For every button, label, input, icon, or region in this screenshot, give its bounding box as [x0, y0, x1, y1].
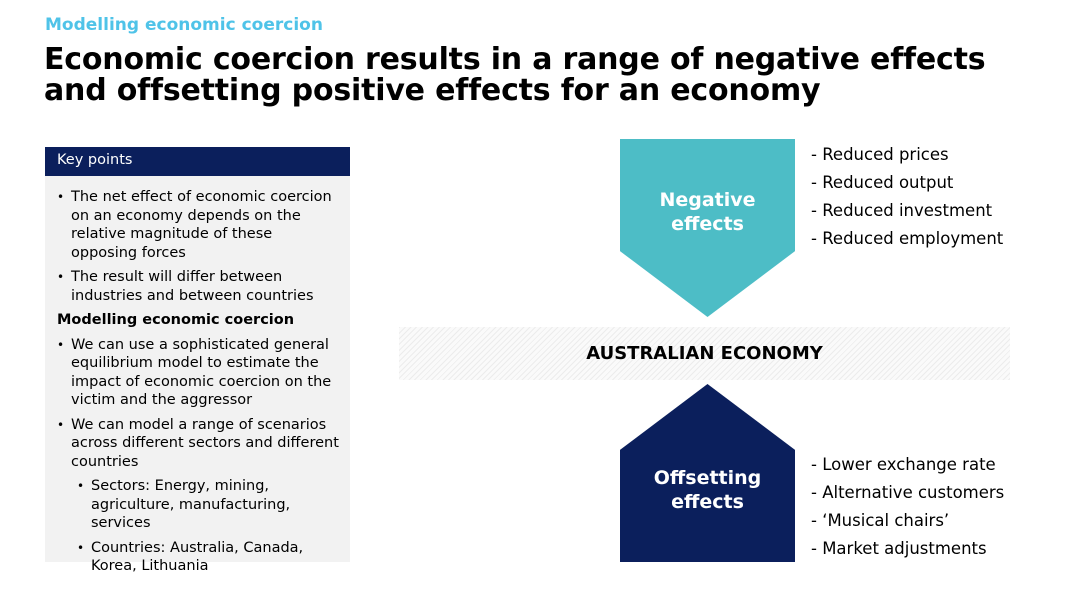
- negative-effects-list: - Reduced prices - Reduced output - Redu…: [811, 141, 1003, 253]
- page-title: Economic coercion results in a range of …: [44, 42, 986, 108]
- negative-effect-item: - Reduced investment: [811, 201, 993, 220]
- negative-effect-item: - Reduced output: [811, 173, 954, 192]
- modelling-bullet: We can use a sophisticated general equil…: [57, 336, 342, 410]
- offsetting-effect-item: - Lower exchange rate: [811, 455, 996, 474]
- section-eyebrow: Modelling economic coercion: [45, 15, 323, 35]
- offsetting-effect-item: - ‘Musical chairs’: [811, 511, 950, 530]
- key-points-heading: Key points: [45, 147, 350, 176]
- key-point-bullet: The net effect of economic coercion on a…: [57, 188, 342, 262]
- economy-label: AUSTRALIAN ECONOMY: [586, 343, 823, 364]
- negative-effect-item: - Reduced employment: [811, 229, 1004, 248]
- modelling-bullet: We can model a range of scenarios across…: [57, 416, 342, 472]
- key-point-bullet: The result will differ between industrie…: [57, 268, 342, 305]
- modelling-subheading: Modelling economic coercion: [57, 312, 295, 328]
- negative-effect-item: - Reduced prices: [811, 145, 949, 164]
- negative-effects-label: Negative effects: [659, 189, 756, 235]
- offsetting-effect-item: - Alternative customers: [811, 483, 1005, 502]
- sub-bullet-sectors: Sectors: Energy, mining, agriculture, ma…: [77, 477, 342, 533]
- key-points-panel: The net effect of economic coercion on a…: [45, 176, 350, 574]
- offsetting-effects-label: Offsetting effects: [653, 467, 762, 513]
- offsetting-effect-item: - Market adjustments: [811, 539, 987, 558]
- offsetting-effects-list: - Lower exchange rate - Alternative cust…: [811, 451, 1004, 563]
- australian-economy-band: AUSTRALIAN ECONOMY: [399, 327, 1010, 380]
- sub-bullet-countries: Countries: Australia, Canada, Korea, Lit…: [77, 539, 342, 576]
